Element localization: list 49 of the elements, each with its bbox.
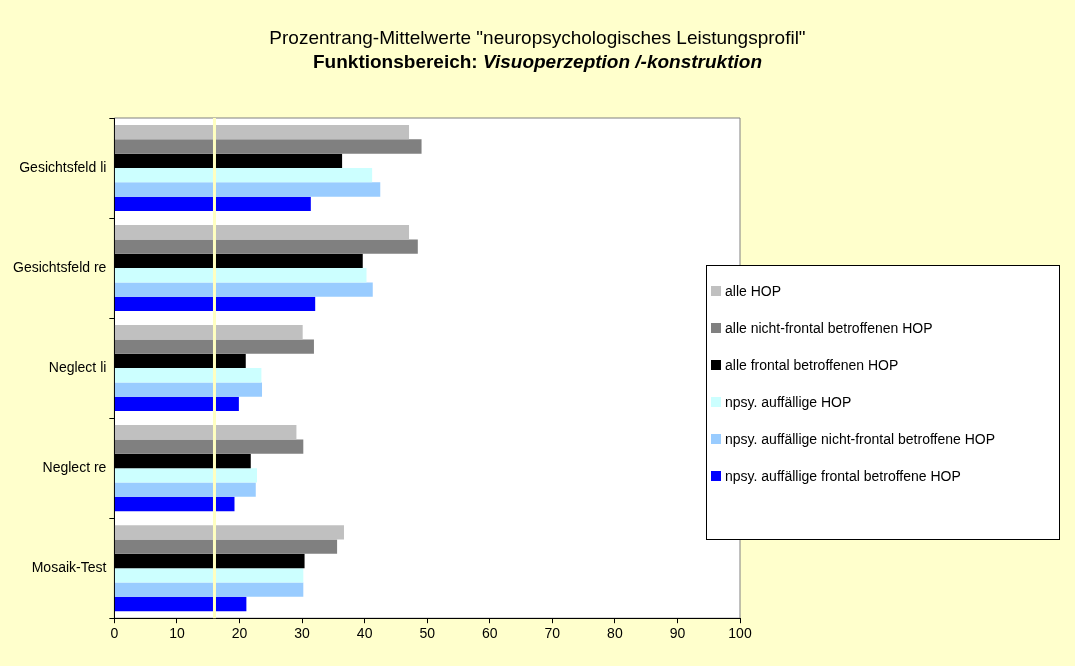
bar — [114, 568, 304, 583]
bar — [114, 468, 258, 483]
bar — [114, 339, 314, 354]
bar — [114, 396, 239, 412]
bar — [114, 539, 338, 554]
x-tick-label: 70 — [544, 625, 561, 642]
chart-title: Prozentrang-Mittelwerte "neuropsychologisches Leistungsprofil" — [268, 26, 807, 50]
bar — [114, 268, 367, 283]
bar — [114, 482, 256, 497]
bar — [114, 496, 235, 512]
x-tick-label: 60 — [481, 625, 498, 642]
legend-label: alle nicht-frontal betroffenen HOP — [725, 319, 933, 336]
bar — [114, 168, 373, 183]
bar — [114, 525, 344, 540]
x-tick-label: 40 — [356, 625, 373, 642]
y-tick-label: Neglect re — [42, 459, 107, 475]
y-tick-label: Gesichtsfeld li — [19, 158, 107, 175]
bar — [114, 368, 262, 383]
bar — [114, 139, 422, 154]
bar — [114, 425, 297, 440]
bar — [114, 125, 410, 140]
x-tick-label: 80 — [607, 625, 623, 642]
bar — [114, 196, 311, 212]
bar — [114, 182, 381, 197]
x-tick-label: 10 — [169, 625, 185, 642]
legend-label: alle frontal betroffenen HOP — [725, 356, 899, 373]
bar — [114, 296, 316, 312]
bar — [114, 325, 303, 340]
legend-label: npsy. auffällige nicht-frontal betroffene HOP — [725, 430, 996, 447]
y-tick-label: Mosaik-Test — [31, 559, 107, 576]
bar — [114, 382, 263, 397]
x-tick-label: 90 — [669, 625, 686, 642]
x-tick-label: 50 — [419, 625, 436, 642]
bar — [114, 282, 373, 297]
bar — [114, 596, 247, 612]
bar — [114, 239, 418, 254]
bar — [114, 225, 410, 240]
bar — [114, 439, 304, 454]
bar — [114, 582, 304, 597]
y-tick-label: Neglect li — [48, 358, 107, 375]
x-tick-label: 30 — [294, 625, 311, 642]
legend-label: npsy. auffällige frontal betroffene HOP — [725, 467, 961, 484]
legend-label: alle HOP — [725, 282, 782, 299]
x-tick-label: 100 — [728, 625, 752, 642]
chart-subtitle: Funktionsbereich: Visuoperzeption /-konstruktion — [313, 51, 762, 72]
x-tick-label: 0 — [110, 625, 119, 642]
x-tick-label: 20 — [231, 625, 248, 642]
legend-label: npsy. auffällige HOP — [725, 393, 852, 410]
y-tick-label: Gesichtsfeld re — [13, 258, 107, 275]
